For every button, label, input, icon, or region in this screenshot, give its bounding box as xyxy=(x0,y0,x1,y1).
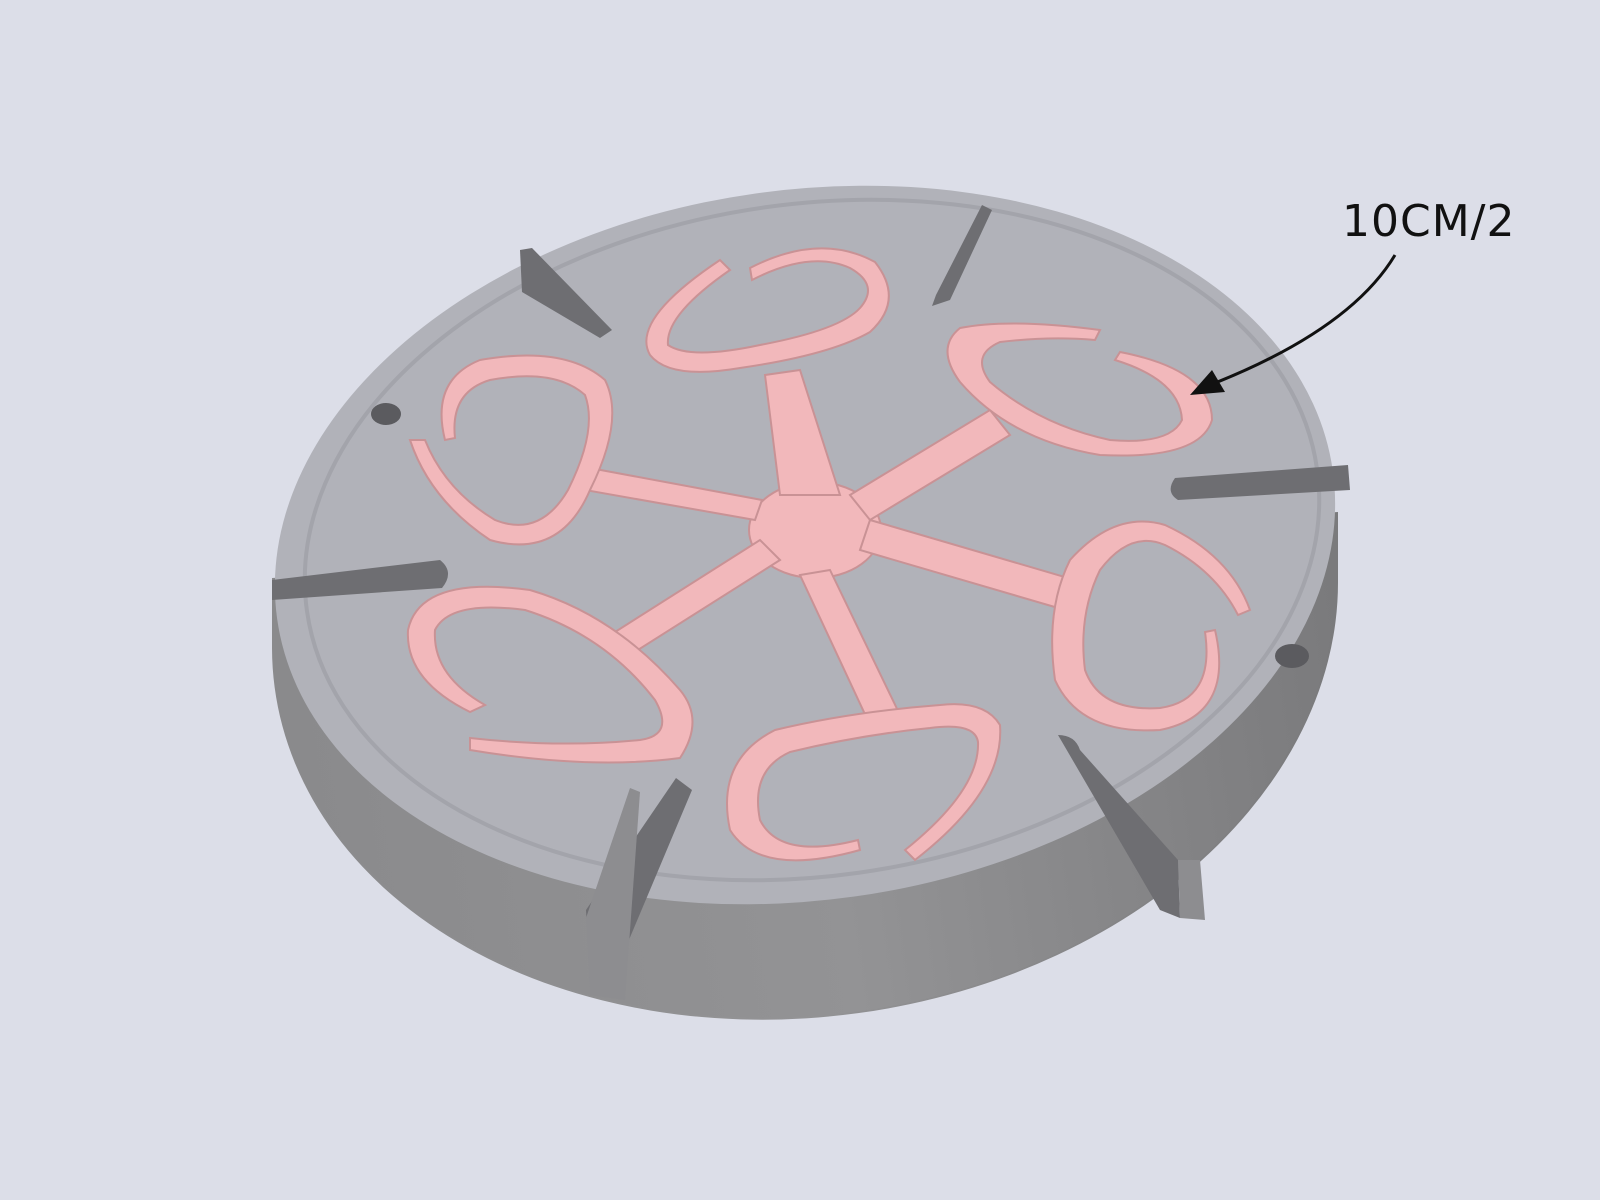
hook-top xyxy=(645,247,890,373)
hook-upper-right xyxy=(946,322,1214,457)
hook-lower-left xyxy=(406,585,694,764)
slot-left xyxy=(272,560,449,600)
slot-right xyxy=(1170,465,1350,500)
slot-faces xyxy=(586,788,1205,1000)
hook-bottom xyxy=(726,703,1002,862)
arrow-head xyxy=(1190,370,1225,395)
mount-hole-left xyxy=(371,403,401,425)
mount-hole-right xyxy=(1275,644,1309,668)
mold-plate xyxy=(272,185,1350,1020)
hook-left xyxy=(408,354,614,546)
annotation-label: 10CM/2 xyxy=(1342,196,1516,247)
cavity-spoke-upper-right xyxy=(848,408,1012,522)
cavity-spoke-top xyxy=(763,368,842,496)
curved-arrow-icon xyxy=(1209,254,1397,387)
cavity-channels xyxy=(583,368,1077,727)
slot-top-right xyxy=(932,205,992,306)
hook-right xyxy=(1051,520,1252,732)
hook-cavities xyxy=(406,247,1252,862)
slot-top xyxy=(520,248,612,338)
slot-bottom-right xyxy=(1058,735,1180,918)
